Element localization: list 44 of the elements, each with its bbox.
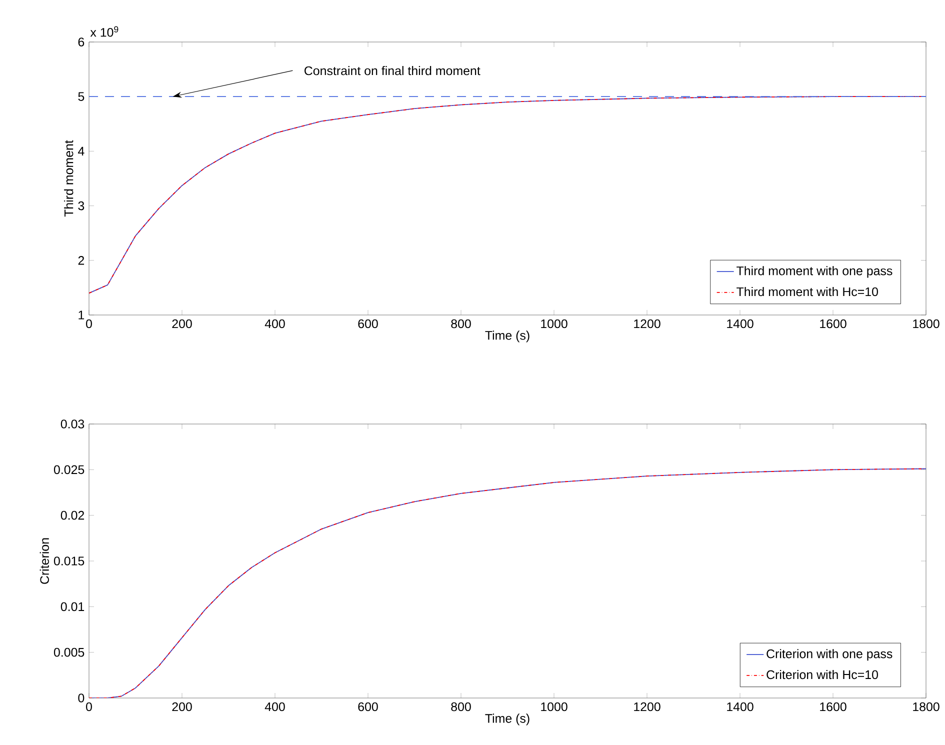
annotation: Constraint on final third moment (304, 66, 480, 76)
x-tick-label: 400 (264, 319, 285, 328)
y-tick-label: 6 (78, 38, 84, 46)
x-axis-title: Time (s) (485, 714, 530, 726)
y-tick-label: 0 (78, 694, 84, 702)
legend-label: Third moment with Hc=10 (736, 286, 878, 296)
x-tick-label: 600 (358, 319, 378, 328)
y-tick-label: 0.02 (60, 510, 84, 520)
y-tick-label: 0.025 (54, 465, 84, 474)
legend-label: Criterion with Hc=10 (766, 670, 878, 680)
x-tick-label: 1000 (541, 702, 568, 712)
x-tick-label: 1800 (913, 702, 940, 712)
x-axis-title: Time (s) (485, 330, 530, 342)
y-tick-label: 5 (78, 92, 84, 101)
y-tick-label: 3 (78, 201, 84, 210)
y-tick-label: 1 (78, 310, 84, 320)
x-tick-label: 0 (86, 702, 92, 712)
x-tick-label: 800 (451, 319, 471, 328)
x-tick-label: 1400 (727, 319, 754, 328)
legend-label: Third moment with one pass (736, 266, 892, 278)
legend-label: Criterion with one pass (766, 649, 892, 661)
x-tick-label: 800 (451, 702, 471, 712)
x-tick-label: 600 (358, 702, 378, 712)
y-tick-label: 0.03 (60, 420, 84, 428)
y-tick-label: 2 (78, 256, 84, 265)
y-tick-label: 4 (78, 146, 84, 156)
y-axis-title: Criterion (40, 538, 49, 584)
x-tick-label: 1400 (727, 702, 754, 712)
y-tick-label: 0.015 (54, 556, 84, 566)
y-tick-label: 0.005 (54, 648, 84, 657)
x-tick-label: 1600 (820, 319, 846, 328)
x-tick-label: 200 (172, 702, 192, 712)
y-tick-label: 0.01 (60, 602, 84, 612)
text: x 10$^{9}$ (90, 26, 118, 37)
x-tick-label: 1000 (541, 319, 568, 328)
x-tick-label: 1200 (634, 319, 660, 328)
x-tick-label: 0 (86, 319, 92, 328)
x-tick-label: 200 (172, 319, 192, 328)
x-tick-label: 400 (264, 702, 285, 712)
x-tick-label: 1200 (634, 702, 660, 712)
x-tick-label: 1800 (913, 319, 940, 328)
x-tick-label: 1600 (820, 702, 846, 712)
y-axis-title: Third moment (64, 140, 74, 217)
line-series (89, 468, 926, 698)
